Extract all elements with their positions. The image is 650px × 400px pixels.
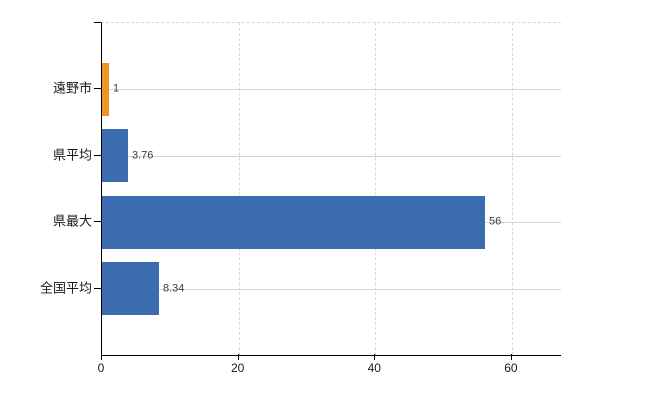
y-axis-top-tick <box>94 22 101 23</box>
x-axis-tick <box>374 354 376 360</box>
bar-4 <box>102 262 159 315</box>
y-axis-tick <box>94 287 101 289</box>
x-tick-label: 20 <box>230 361 245 375</box>
vertical-gridline <box>375 23 377 355</box>
y-axis-tick <box>94 88 101 89</box>
category-gridline <box>102 155 561 157</box>
x-axis-tick <box>237 354 239 360</box>
x-tick-label: 0 <box>97 361 105 375</box>
category-label: 遠野市 <box>52 80 92 96</box>
vertical-gridline <box>238 23 240 355</box>
value-label: 8.34 <box>163 282 185 294</box>
value-label: 1 <box>113 82 120 95</box>
category-label: 県平均 <box>52 147 92 162</box>
category-gridline <box>102 89 561 90</box>
x-tick-label: 60 <box>504 361 518 375</box>
category-label: 全国平均 <box>39 280 92 295</box>
value-label: 56 <box>489 215 502 228</box>
bar-3 <box>102 195 485 249</box>
y-axis-tick <box>94 221 101 222</box>
bar-2 <box>102 129 128 182</box>
y-axis-tick <box>94 154 101 156</box>
x-axis-tick <box>101 354 102 360</box>
value-label: 3.76 <box>132 149 154 161</box>
x-axis-tick <box>510 354 512 360</box>
category-label: 県最大 <box>52 213 92 229</box>
vertical-gridline <box>511 23 513 355</box>
category-gridline <box>102 288 561 290</box>
plot-area: 1 3.76 56 8.34 <box>101 22 561 356</box>
bar-1 <box>102 62 109 116</box>
x-tick-label: 40 <box>367 361 381 375</box>
